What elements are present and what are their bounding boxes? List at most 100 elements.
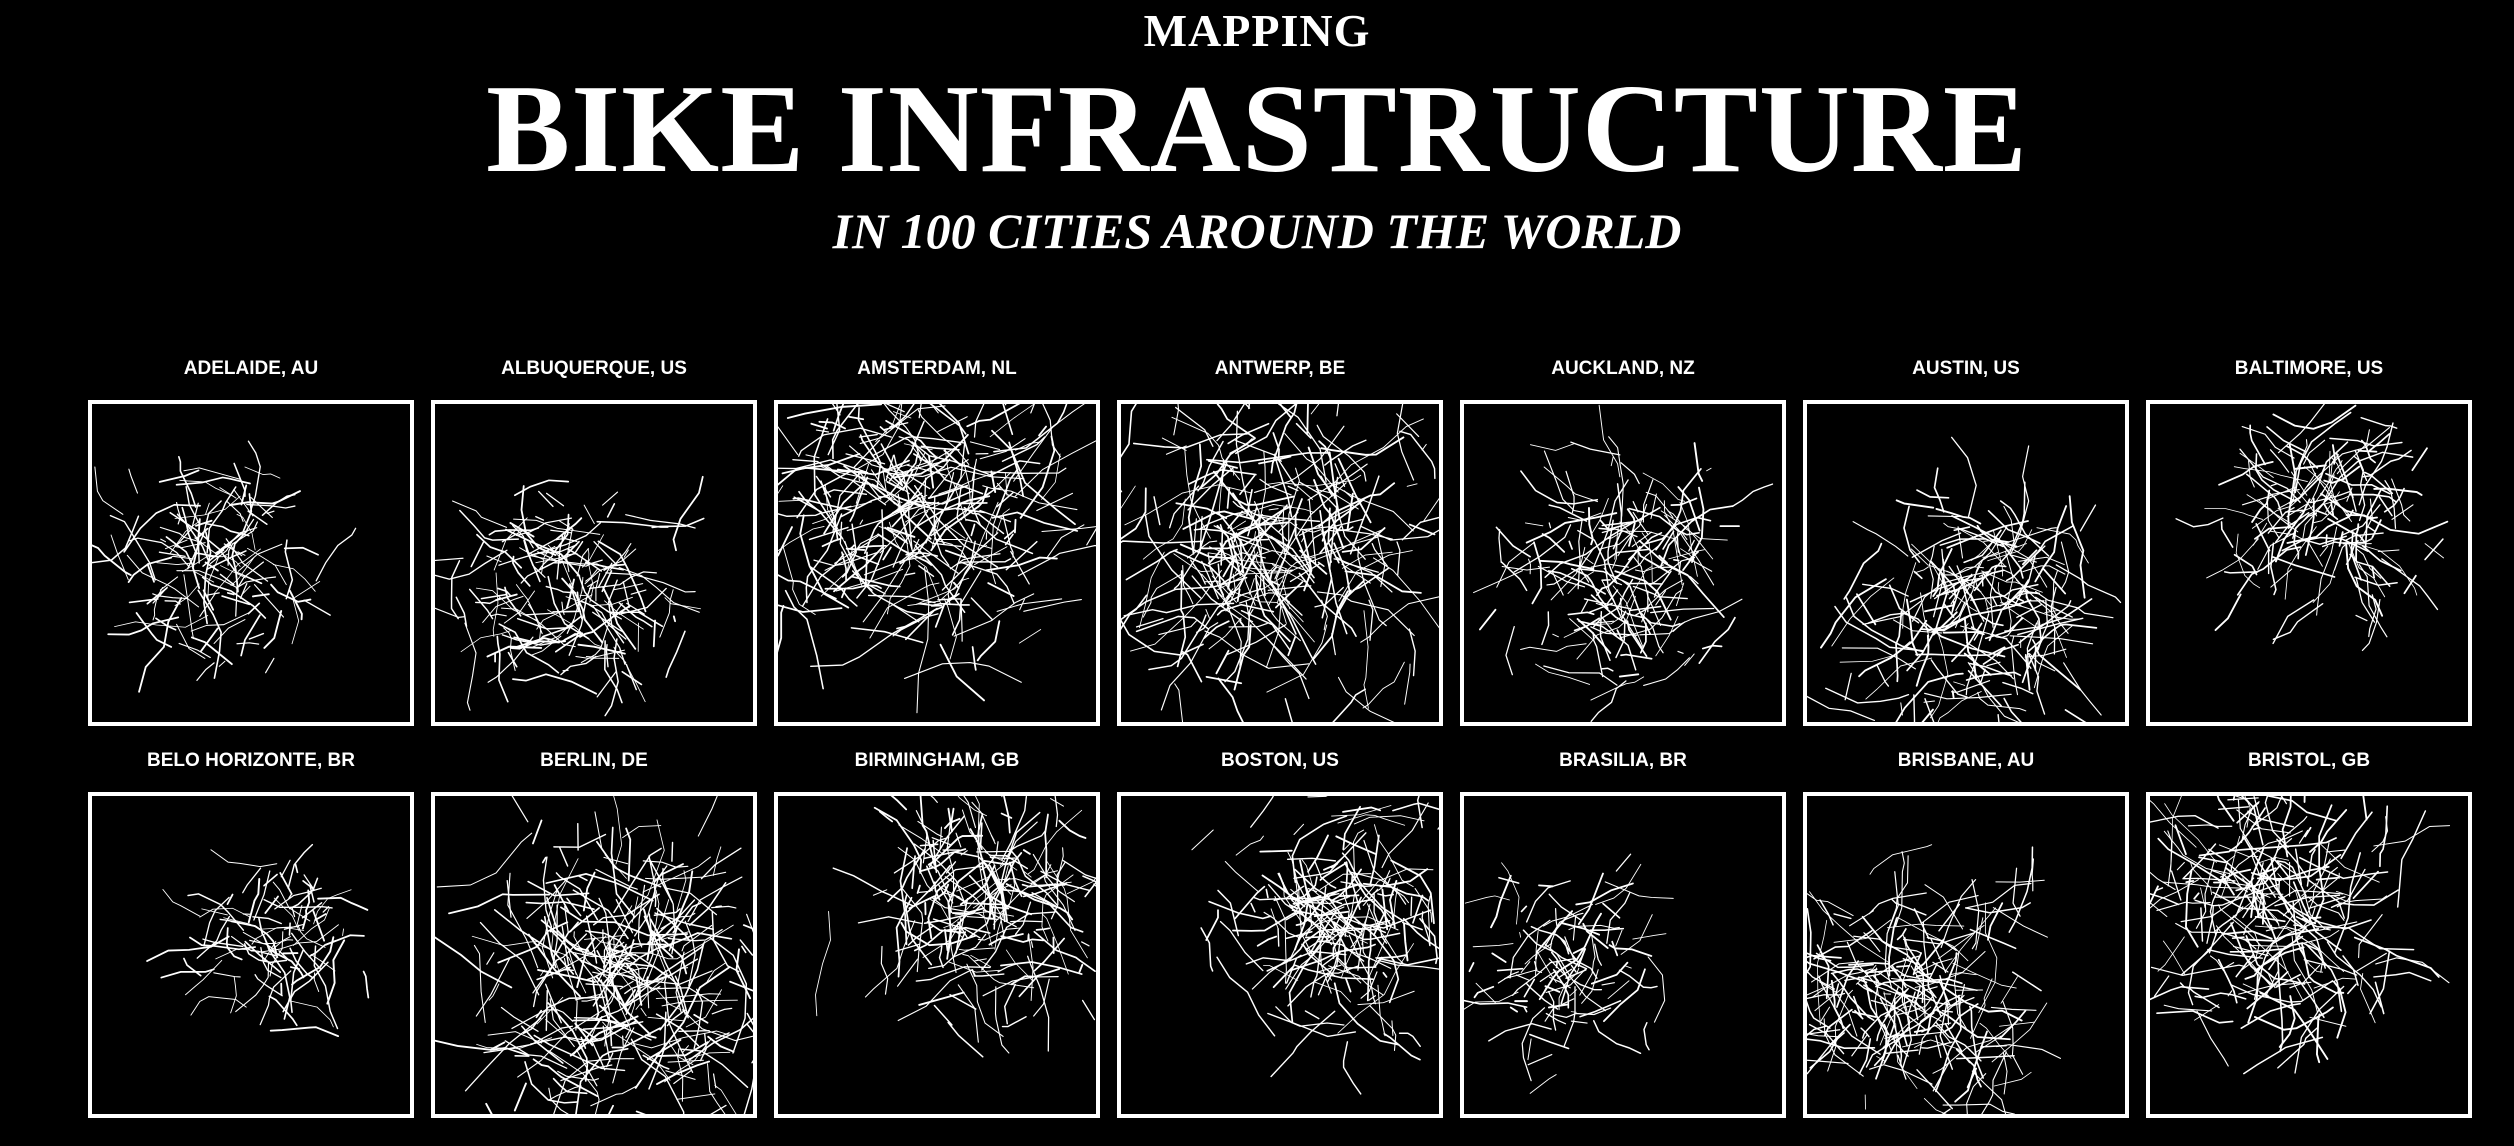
- bike-path-segment: [895, 943, 921, 952]
- bike-path-segment: [1334, 485, 1414, 532]
- bike-path-segment: [2164, 803, 2217, 863]
- bike-path-segment: [846, 501, 936, 532]
- bike-path-segment: [1967, 662, 2020, 722]
- bike-path-segment: [490, 613, 507, 617]
- bike-path-segment: [1807, 1059, 1849, 1065]
- city-label: ADELAIDE, AU: [183, 358, 319, 379]
- bike-path-segment: [2330, 889, 2399, 909]
- bike-path-segment: [648, 855, 657, 908]
- bike-path-segment: [1312, 590, 1349, 660]
- bike-path-segment: [1538, 559, 1595, 570]
- bike-path-segment: [897, 493, 914, 554]
- bike-path-segment: [547, 544, 574, 589]
- bike-path-segment: [832, 404, 845, 432]
- bike-path-segment: [1868, 892, 1927, 915]
- bike-path-segment: [435, 549, 508, 580]
- city-map-brisbane[interactable]: [1803, 792, 2129, 1118]
- bike-path-segment: [622, 1035, 624, 1047]
- bike-path-segment: [1027, 809, 1083, 875]
- bike-path-segment: [1825, 687, 1910, 704]
- city-map-amsterdam[interactable]: [774, 400, 1100, 726]
- bike-path-segment: [1208, 900, 1272, 920]
- bike-path-segment: [1368, 887, 1398, 977]
- bike-path-segment: [509, 521, 535, 538]
- bike-path-segment: [159, 576, 179, 591]
- bike-path-segment: [1196, 588, 1263, 634]
- bike-path-segment: [1608, 944, 1653, 957]
- bike-path-segment: [1217, 511, 1244, 574]
- bike-path-segment: [2294, 985, 2345, 1074]
- bike-path-segment: [610, 953, 641, 994]
- bike-path-segment: [1310, 404, 1320, 415]
- bike-path-segment: [1924, 622, 2006, 658]
- city-map-adelaide[interactable]: [88, 400, 414, 726]
- bike-path-segment: [1626, 508, 1636, 547]
- city-map-baltimore[interactable]: [2146, 400, 2472, 726]
- bike-path-segment: [1191, 575, 1242, 621]
- bike-path-segment: [1258, 455, 1292, 465]
- bike-path-segment: [547, 609, 602, 648]
- bike-path-segment: [1255, 505, 1292, 528]
- city-map-antwerp[interactable]: [1117, 400, 1443, 726]
- bike-path-segment: [1984, 599, 1990, 615]
- bike-path-segment: [1180, 650, 1203, 683]
- bike-path-segment: [2043, 568, 2067, 595]
- bike-path-segment: [937, 598, 962, 601]
- bike-path-segment: [2222, 877, 2235, 896]
- city-map-bristol[interactable]: [2146, 792, 2472, 1118]
- city-map-auckland[interactable]: [1460, 400, 1786, 726]
- bike-path-segment: [988, 933, 1024, 946]
- city-map-albuquerque[interactable]: [431, 400, 757, 726]
- bike-path-segment: [1579, 931, 1596, 996]
- bike-path-segment: [602, 939, 635, 986]
- bike-path-segment: [1121, 540, 1203, 544]
- city-map-birmingham[interactable]: [774, 792, 1100, 1118]
- bike-path-segment: [970, 465, 982, 527]
- bike-path-segment: [556, 523, 570, 580]
- bike-path-segment: [2368, 433, 2391, 452]
- city-map-brasilia[interactable]: [1460, 792, 1786, 1118]
- bike-path-segment: [2288, 441, 2349, 504]
- bike-path-segment: [993, 404, 1068, 453]
- bike-path-segment: [240, 614, 261, 657]
- bike-path-segment: [1561, 922, 1601, 936]
- city-map-austin[interactable]: [1803, 400, 2129, 726]
- bike-path-segment: [1632, 585, 1688, 600]
- city-map-boston[interactable]: [1117, 792, 1443, 1118]
- bike-path-segment: [2373, 971, 2432, 982]
- bike-path-segment: [648, 1011, 667, 1090]
- bike-path-segment: [239, 583, 248, 599]
- bike-path-segment: [1924, 698, 1935, 722]
- city-map-belo-horizonte[interactable]: [88, 792, 414, 1118]
- bike-path-segment: [480, 593, 508, 600]
- bike-path-segment: [2268, 973, 2276, 989]
- bike-path-segment: [2241, 425, 2295, 459]
- bike-path-segment: [1591, 479, 1629, 571]
- bike-path-segment: [1376, 534, 1386, 588]
- bike-path-segment: [622, 581, 630, 608]
- bike-path-segment: [1641, 579, 1683, 623]
- bike-path-segment: [1930, 659, 1968, 698]
- bike-path-segment: [1731, 483, 1774, 508]
- bike-path-segment: [1915, 994, 1961, 1035]
- bike-path-segment: [555, 872, 599, 921]
- bike-path-segment: [289, 877, 319, 910]
- bike-path-segment: [278, 950, 290, 962]
- bike-path-segment: [1528, 558, 1531, 575]
- bike-path-segment: [1266, 624, 1328, 693]
- bike-path-segment: [252, 916, 282, 925]
- bike-path-segment: [2358, 914, 2383, 959]
- bike-path-segment: [2150, 902, 2168, 918]
- bike-path-segment: [2364, 489, 2382, 548]
- bike-path-segment: [292, 907, 330, 946]
- bike-path-segment: [1351, 875, 1361, 910]
- bike-path-segment: [270, 583, 312, 603]
- city-map-berlin[interactable]: [431, 792, 757, 1118]
- bike-path-segment: [1577, 948, 1586, 968]
- bike-path-segment: [1265, 601, 1282, 669]
- bike-path-segment: [1572, 947, 1585, 954]
- bike-path-segment: [512, 673, 598, 695]
- bike-path-segment: [2371, 566, 2376, 579]
- bike-path-segment: [1916, 489, 1950, 499]
- bike-path-segment: [970, 523, 976, 537]
